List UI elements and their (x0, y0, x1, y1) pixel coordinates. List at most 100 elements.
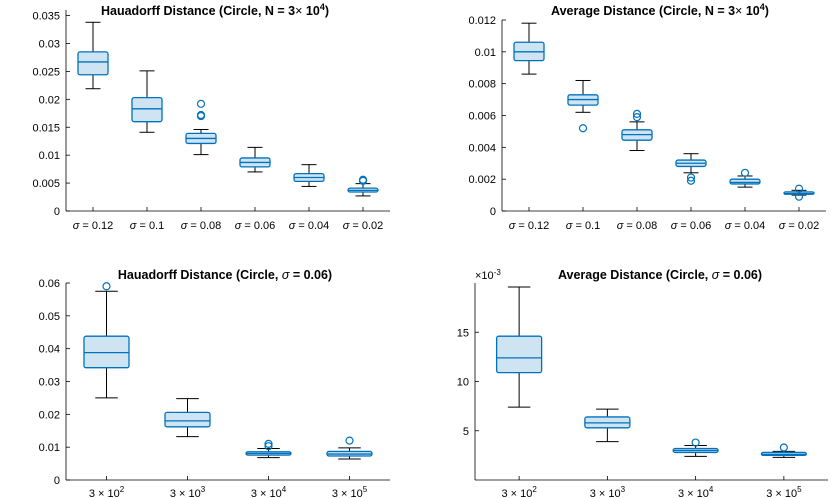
x-tick-exponent: 5 (363, 485, 368, 494)
x-tick-label: σ = 0.1 (130, 220, 164, 232)
x-tick-base: 3 × 10 (501, 488, 532, 498)
sigma-symbol: σ (617, 220, 624, 232)
x-tick-value: = 0.08 (187, 220, 221, 232)
box-3 (245, 439, 292, 459)
x-tick-value: = 0.02 (349, 220, 383, 232)
x-tick-exponent: 5 (797, 485, 802, 494)
outlier-point (264, 439, 273, 448)
sigma-symbol: σ (235, 220, 242, 232)
box-2 (164, 398, 211, 438)
outlier-point (691, 438, 700, 447)
y-tick-label: 0.02 (39, 409, 60, 421)
box-6 (347, 175, 379, 197)
subplot-title: Average Distance (Circle, N = 3× 104) (551, 2, 769, 18)
box-6 (783, 184, 815, 201)
x-tick-exponent: 4 (282, 485, 287, 494)
box-4 (326, 436, 373, 460)
outlier-point (740, 168, 750, 177)
sigma-symbol: σ (509, 220, 516, 232)
y-tick-label: 15 (457, 327, 469, 339)
y-axis-exponent: ×10-3 (475, 268, 501, 282)
x-tick-label: 3 × 102 (89, 485, 125, 498)
x-tick-label: 3 × 104 (678, 485, 714, 498)
y-tick-label: 0.05 (39, 311, 60, 323)
title-main: Average Distance (Circle, (558, 268, 712, 282)
title-sigma: σ (282, 268, 290, 282)
x-tick-label: 3 × 105 (766, 485, 802, 498)
x-tick-value: = 0.04 (295, 220, 329, 232)
x-tick-label: 3 × 102 (501, 485, 537, 498)
y-tick-label: 0 (490, 206, 496, 218)
box-1 (83, 282, 130, 399)
x-tick-value: = 0.06 (677, 220, 711, 232)
x-tick-exponent: 4 (709, 485, 714, 494)
sigma-symbol: σ (779, 220, 786, 232)
x-tick-exponent: 2 (120, 485, 125, 494)
x-tick-label: σ = 0.1 (566, 220, 600, 232)
y-tick-label: 0.01 (39, 442, 60, 454)
x-tick-value: = 0.02 (785, 220, 819, 232)
sigma-symbol: σ (566, 220, 573, 232)
x-tick-label: σ = 0.08 (181, 220, 222, 232)
box-2 (131, 70, 163, 133)
y-tick-label: 0.03 (39, 377, 60, 389)
title-base: 10 (742, 4, 759, 18)
x-tick-exponent: 2 (532, 485, 537, 494)
y-tick-label: 0.01 (475, 47, 496, 59)
x-tick-label: σ = 0.02 (779, 220, 820, 232)
sigma-symbol: σ (343, 220, 350, 232)
iqr-box (83, 335, 130, 369)
iqr-box (131, 97, 163, 123)
y-tick-label: 0.06 (39, 278, 60, 290)
x-tick-label: σ = 0.04 (289, 220, 330, 232)
box-5 (729, 168, 761, 188)
x-tick-value: = 0.1 (572, 220, 600, 232)
box-4 (675, 153, 707, 185)
y-tick-label: 0.004 (468, 142, 496, 154)
x-tick-label: 3 × 104 (251, 485, 287, 498)
y-tick-label: 0.035 (32, 11, 60, 23)
y-tick-label: 0.025 (32, 66, 60, 78)
x-tick-value: = 0.06 (241, 220, 275, 232)
y-tick-label: 0.012 (468, 15, 496, 27)
x-tick-label: 3 × 103 (170, 485, 206, 498)
outlier-point (686, 176, 696, 185)
y-tick-label: 0.002 (468, 174, 496, 186)
x-tick-base: 3 × 10 (251, 488, 282, 498)
sigma-symbol: σ (671, 220, 678, 232)
box-1 (77, 21, 109, 90)
y-tick-label: 0.03 (39, 39, 60, 51)
exponent-power: -3 (494, 268, 502, 277)
x-tick-base: 3 × 10 (678, 488, 709, 498)
box-4 (239, 146, 271, 173)
title-sigma: σ (712, 268, 720, 282)
sigma-symbol: σ (130, 220, 137, 232)
exponent-base: ×10 (475, 270, 494, 282)
box-3 (672, 438, 719, 457)
y-tick-label: 5 (463, 426, 469, 438)
title-exponent: 4 (760, 2, 765, 12)
title-end: ) (325, 4, 329, 18)
y-tick-label: 0 (54, 206, 60, 218)
x-tick-label: σ = 0.08 (617, 220, 658, 232)
box-4 (760, 443, 808, 458)
iqr-box (495, 335, 543, 374)
outlier-point (779, 443, 788, 452)
x-tick-label: 3 × 105 (332, 485, 368, 498)
title-main: Hauadorff Distance (Circle, N = 3 (101, 4, 295, 18)
sigma-symbol: σ (181, 220, 188, 232)
outlier-point (358, 176, 368, 185)
iqr-box (77, 51, 109, 76)
sigma-symbol: σ (725, 220, 732, 232)
x-tick-label: σ = 0.06 (671, 220, 712, 232)
y-tick-label: 0.01 (39, 150, 60, 162)
outlier-point (794, 192, 804, 201)
title-base: 10 (302, 4, 319, 18)
y-tick-label: 0.015 (32, 122, 60, 134)
x-tick-exponent: 3 (201, 485, 206, 494)
x-tick-value: = 0.1 (136, 220, 164, 232)
subplot-3: 00.010.020.030.040.050.063 × 102 3 × 103 3… (39, 268, 390, 498)
iqr-box (164, 411, 211, 428)
x-tick-label: 3 × 103 (590, 485, 626, 498)
